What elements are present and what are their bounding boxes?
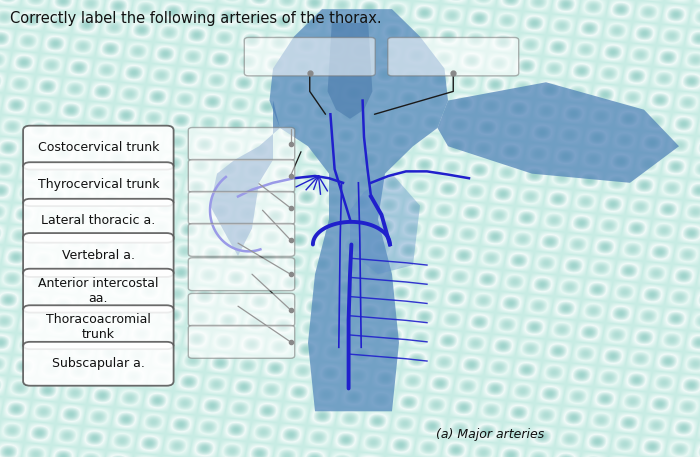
Text: Thyrocervical trunk: Thyrocervical trunk: [38, 178, 159, 191]
Text: Thoracoacromial
trunk: Thoracoacromial trunk: [46, 313, 150, 341]
Text: Subscapular a.: Subscapular a.: [52, 357, 145, 370]
FancyBboxPatch shape: [23, 126, 174, 170]
FancyBboxPatch shape: [23, 199, 174, 243]
FancyBboxPatch shape: [23, 233, 174, 277]
FancyBboxPatch shape: [23, 162, 174, 206]
FancyBboxPatch shape: [388, 37, 519, 76]
Text: Anterior intercostal
aa.: Anterior intercostal aa.: [38, 276, 159, 305]
FancyBboxPatch shape: [23, 342, 174, 386]
FancyBboxPatch shape: [244, 37, 375, 76]
Polygon shape: [328, 23, 372, 119]
Text: Vertebral a.: Vertebral a.: [62, 249, 135, 261]
FancyBboxPatch shape: [188, 293, 295, 326]
FancyBboxPatch shape: [188, 325, 295, 358]
FancyBboxPatch shape: [188, 191, 295, 224]
FancyBboxPatch shape: [188, 258, 295, 291]
Text: Costocervical trunk: Costocervical trunk: [38, 141, 159, 154]
Text: Correctly label the following arteries of the thorax.: Correctly label the following arteries o…: [10, 11, 382, 27]
FancyBboxPatch shape: [23, 305, 174, 349]
Polygon shape: [438, 82, 679, 183]
FancyBboxPatch shape: [188, 128, 295, 160]
Polygon shape: [350, 174, 420, 274]
Polygon shape: [270, 9, 448, 411]
Text: (a) Major arteries: (a) Major arteries: [436, 428, 544, 441]
Text: Lateral thoracic a.: Lateral thoracic a.: [41, 214, 155, 227]
FancyBboxPatch shape: [188, 223, 295, 256]
FancyBboxPatch shape: [188, 159, 295, 192]
FancyBboxPatch shape: [23, 269, 174, 313]
Polygon shape: [210, 101, 280, 256]
